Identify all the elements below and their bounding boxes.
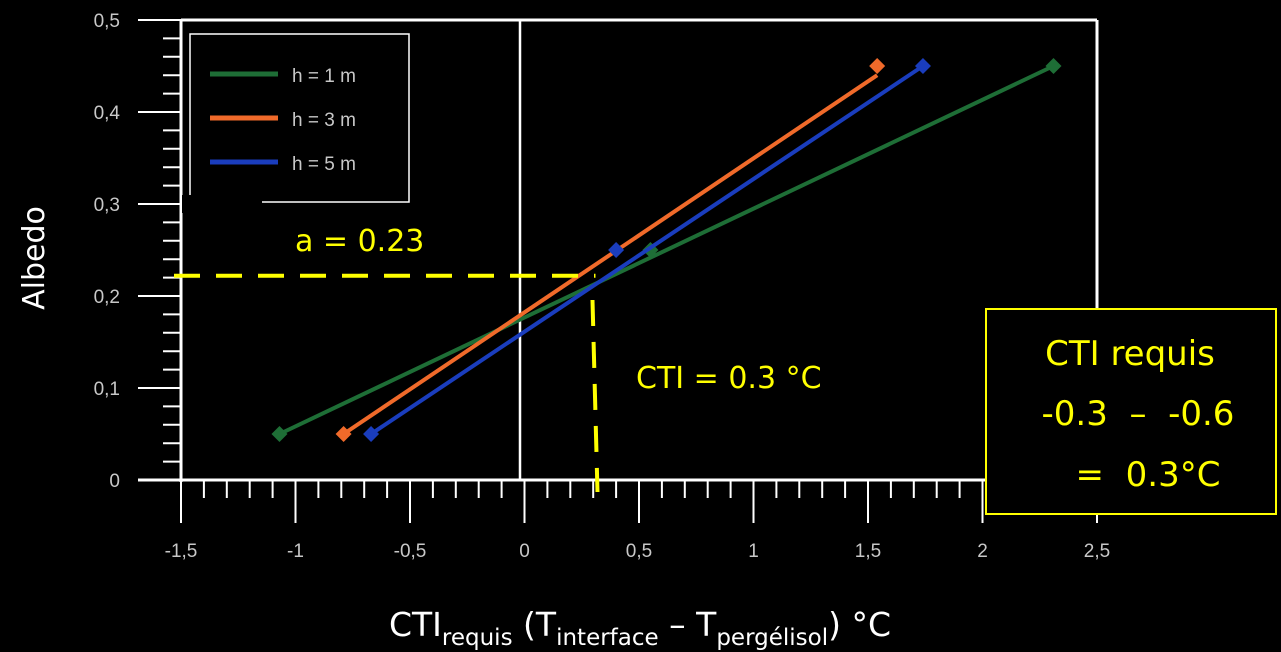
legend: h = 1 m h = 3 m h = 5 m (182, 33, 410, 213)
x-tick-label: -0,5 (394, 541, 427, 562)
x-axis-label-main: CTI (389, 605, 442, 644)
x-axis-label-dash: – T (659, 605, 717, 644)
x-axis-label-t2-sub: pergélisol (716, 625, 828, 651)
x-axis-label-main-sub: requis (442, 625, 513, 651)
series-line (278, 64, 1055, 436)
series-marker (1045, 58, 1062, 74)
cti-box-result: = 0.3°C (1076, 455, 1221, 495)
y-tick-label: 0,1 (94, 379, 120, 400)
x-axis-label-open: (T (513, 605, 557, 644)
cti-box-title: CTI requis (1045, 334, 1215, 374)
x-axis-label-t1-sub: interface (556, 625, 659, 651)
cti-result-box-frame (985, 308, 1277, 515)
series-marker (869, 58, 886, 74)
y-tick-label: 0,4 (94, 103, 121, 124)
series-marker (363, 426, 380, 442)
series-marker (914, 58, 931, 74)
x-tick-label: 0,5 (626, 541, 652, 562)
cti-result-box: CTI requis -0.3 – -0.6 = 0.3°C (985, 308, 1277, 515)
x-tick-label: -1,5 (165, 541, 198, 562)
x-axis-label-close: ) °C (828, 605, 891, 644)
albedo-annotation: a = 0.23 (295, 224, 424, 259)
y-tick-label: 0,2 (94, 287, 120, 308)
x-tick-label: 2,5 (1084, 541, 1110, 562)
y-tick-label: 0,3 (94, 195, 120, 216)
x-tick-label: -1 (287, 541, 304, 562)
x-axis-label: CTIrequis (Tinterface – Tpergélisol) °C (389, 605, 891, 651)
series-marker (335, 426, 352, 442)
x-tick-label: 0 (519, 541, 530, 562)
x-tick-label: 2 (977, 541, 988, 562)
y-axis-ticks: 0 0,1 0,2 0,3 0,4 0,5 (94, 11, 181, 492)
series-marker (608, 242, 625, 258)
series-layer (271, 58, 1062, 442)
cti-reference-line (590, 299, 600, 493)
series-line (342, 73, 879, 436)
series-line (369, 64, 925, 436)
legend-label-h3: h = 3 m (292, 110, 356, 131)
x-tick-label: 1 (748, 541, 759, 562)
y-tick-label: 0 (109, 471, 120, 492)
y-tick-label: 0,5 (94, 11, 120, 32)
cti-annotation: CTI = 0.3 °C (636, 361, 822, 396)
cti-box-calculation: -0.3 – -0.6 (1042, 394, 1235, 434)
x-axis-ticks: -1,5 -1 -0,5 0 0,5 1 1,5 2 2,5 (165, 480, 1110, 562)
legend-label-h5: h = 5 m (292, 154, 356, 175)
x-tick-label: 1,5 (855, 541, 881, 562)
reference-lines (174, 273, 600, 493)
y-axis-label: Albedo (17, 206, 52, 310)
legend-frame-gap (182, 195, 262, 213)
legend-frame (189, 33, 410, 203)
legend-label-h1: h = 1 m (292, 66, 356, 87)
series-marker (271, 426, 288, 442)
